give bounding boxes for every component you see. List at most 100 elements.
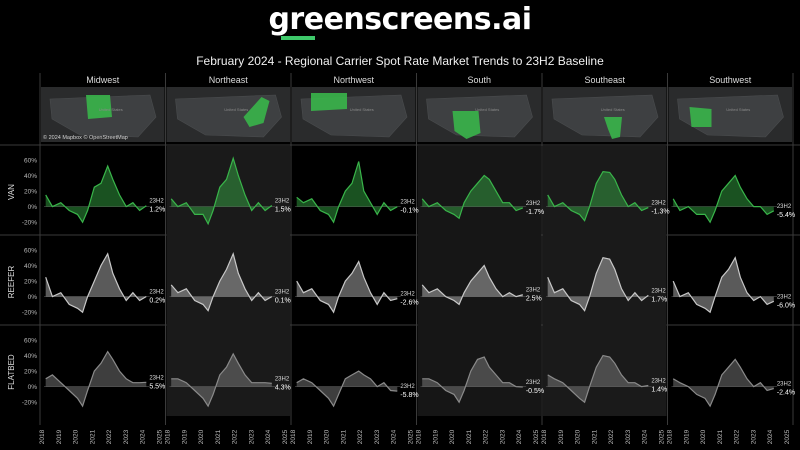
panel-van-northwest: 23H2 -0.1% bbox=[295, 161, 419, 224]
latest-value-label: 1.7% bbox=[651, 296, 667, 303]
panel-reefer-northwest: 23H2 -2.6% bbox=[295, 260, 419, 314]
panel-van-southwest: 23H2 -5.4% bbox=[671, 174, 795, 224]
series-line bbox=[672, 174, 775, 224]
panel-shade bbox=[543, 326, 667, 416]
x-tick-label: 2024 bbox=[516, 429, 523, 444]
x-tick-label: 2022 bbox=[483, 429, 490, 444]
baseline-label: 23H2 bbox=[777, 204, 792, 210]
series-line bbox=[421, 174, 524, 220]
panel-flatbed-southwest: 23H2 -2.4% bbox=[671, 358, 795, 408]
y-tick-label: 40% bbox=[24, 353, 37, 360]
x-tick-label: 2024 bbox=[140, 429, 147, 444]
series-area bbox=[422, 265, 523, 305]
us-outline bbox=[426, 94, 533, 138]
panel-flatbed-southeast: 23H2 1.4% bbox=[546, 354, 667, 404]
latest-value-label: -5.8% bbox=[400, 392, 418, 399]
y-tick-label: 40% bbox=[24, 263, 37, 270]
series-line bbox=[171, 352, 272, 408]
map-country-label: United States bbox=[99, 107, 123, 112]
region-highlight-south bbox=[452, 111, 481, 139]
x-tick-label: 2023 bbox=[750, 429, 757, 444]
x-tick-label: 2022 bbox=[106, 429, 113, 444]
region-header-midwest: Midwest bbox=[86, 75, 120, 85]
row-label-reefer: REEFER bbox=[7, 266, 16, 299]
x-tick-label: 2021 bbox=[717, 429, 724, 444]
x-tick-label: 2018 bbox=[416, 429, 423, 444]
series-area bbox=[547, 355, 649, 403]
map-country-label: United States bbox=[601, 107, 625, 112]
series-area bbox=[45, 351, 147, 407]
baseline-label: 23H2 bbox=[149, 199, 164, 205]
series-area bbox=[422, 175, 523, 219]
panel-shade bbox=[166, 236, 290, 326]
brand-logo: greenscreens.ai bbox=[268, 2, 532, 37]
baseline-label: 23H2 bbox=[777, 294, 792, 300]
baseline-label: 23H2 bbox=[400, 292, 415, 298]
region-highlight-northeast bbox=[243, 97, 270, 127]
x-tick-label: 2019 bbox=[558, 429, 565, 444]
x-tick-label: 2025 bbox=[784, 429, 791, 444]
panel-flatbed-northwest: 23H2 -5.8% bbox=[295, 370, 419, 408]
region-header-south: South bbox=[467, 75, 491, 85]
series-line bbox=[421, 264, 523, 306]
series-line bbox=[296, 161, 398, 224]
x-tick-label: 2018 bbox=[165, 429, 172, 444]
map-credit: © 2024 Mapbox © OpenStreetMap bbox=[43, 134, 128, 141]
y-tick-label: 20% bbox=[24, 279, 37, 286]
x-tick-label: 2019 bbox=[683, 429, 690, 444]
series-area bbox=[171, 353, 272, 407]
series-area bbox=[45, 166, 147, 223]
latest-value-label: 1.4% bbox=[651, 387, 667, 394]
series-line bbox=[170, 251, 273, 312]
latest-value-label: 2.5% bbox=[526, 296, 542, 303]
region-highlight-midwest bbox=[86, 95, 112, 119]
baseline-label: 23H2 bbox=[651, 379, 666, 385]
series-line bbox=[296, 260, 398, 314]
x-tick-label: 2023 bbox=[123, 429, 130, 444]
y-tick-label: 20% bbox=[24, 369, 37, 376]
series-area bbox=[673, 257, 774, 313]
baseline-label: 23H2 bbox=[777, 382, 792, 388]
x-tick-label: 2021 bbox=[466, 429, 473, 444]
x-tick-label: 2020 bbox=[575, 429, 582, 444]
x-tick-label: 2018 bbox=[541, 429, 548, 444]
baseline-label: 23H2 bbox=[275, 376, 290, 382]
y-tick-label: -20% bbox=[22, 220, 37, 227]
x-tick-label: 2020 bbox=[449, 429, 456, 444]
panel-shade bbox=[417, 326, 541, 416]
series-line bbox=[547, 170, 649, 222]
series-area bbox=[547, 257, 649, 311]
series-line bbox=[170, 156, 273, 226]
x-tick-label: 2021 bbox=[591, 429, 598, 444]
logo-accent-bar bbox=[281, 36, 315, 40]
series-area bbox=[673, 359, 774, 407]
series-line bbox=[296, 370, 398, 408]
x-tick-label: 2018 bbox=[667, 429, 674, 444]
series-area bbox=[171, 253, 272, 311]
series-line bbox=[672, 256, 775, 314]
panel-shade bbox=[417, 146, 541, 236]
baseline-label: 23H2 bbox=[275, 198, 290, 204]
baseline-label: 23H2 bbox=[651, 288, 666, 294]
latest-value-label: -5.4% bbox=[777, 212, 795, 219]
x-tick-label: 2024 bbox=[767, 429, 774, 444]
map-country-label: United States bbox=[475, 107, 499, 112]
latest-value-label: -0.5% bbox=[526, 388, 544, 395]
baseline-label: 23H2 bbox=[400, 384, 415, 390]
x-tick-label: 2022 bbox=[232, 429, 239, 444]
panel-van-midwest: 23H2 1.2% bbox=[44, 164, 165, 224]
series-area bbox=[296, 161, 398, 223]
region-highlight-northwest bbox=[311, 93, 347, 111]
baseline-label: 23H2 bbox=[275, 290, 290, 296]
series-area bbox=[171, 158, 272, 224]
y-tick-label: -20% bbox=[22, 310, 37, 317]
page-title: February 2024 - Regional Carrier Spot Ra… bbox=[196, 54, 604, 68]
y-tick-label: -20% bbox=[22, 400, 37, 407]
x-tick-label: 2023 bbox=[248, 429, 255, 444]
panel-shade bbox=[166, 326, 290, 416]
x-tick-label: 2024 bbox=[642, 429, 649, 444]
x-tick-label: 2022 bbox=[734, 429, 741, 444]
us-outline bbox=[551, 94, 659, 138]
panel-reefer-northeast: 23H2 0.1% bbox=[169, 251, 291, 312]
